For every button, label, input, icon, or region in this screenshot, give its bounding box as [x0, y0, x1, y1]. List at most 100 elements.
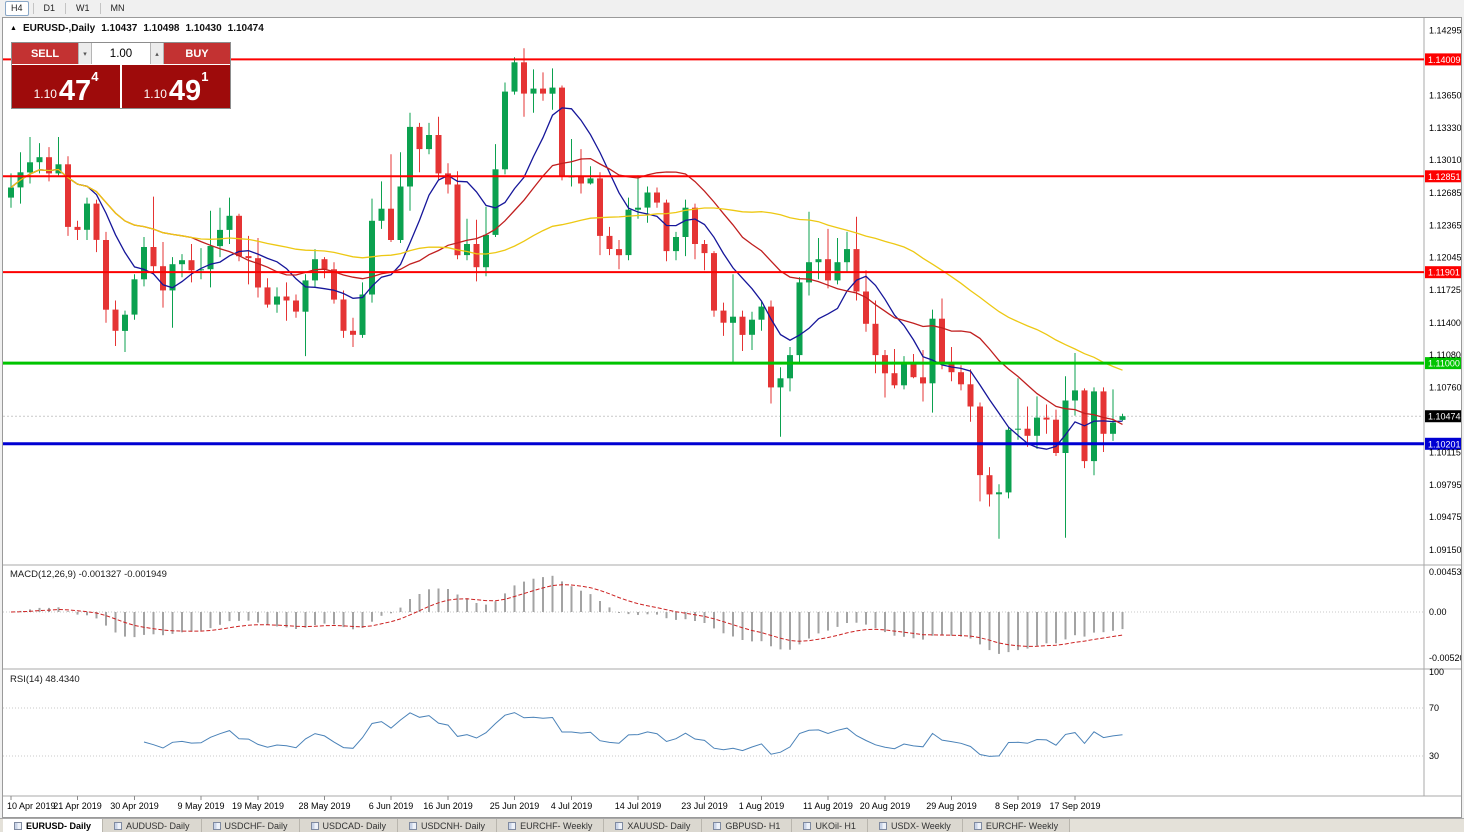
buy-price-digits: 49 — [168, 75, 202, 107]
price-axis-label: 1.13010 — [1429, 155, 1461, 165]
current-price-tag — [1425, 410, 1461, 423]
rsi-line — [143, 712, 1123, 757]
hline-price-tag — [1425, 170, 1461, 183]
date-axis-label: 19 May 2019 — [232, 801, 284, 811]
hline-price-label: 1.11901 — [1428, 268, 1460, 278]
timeframe-button-d1[interactable]: D1 — [43, 3, 56, 13]
date-axis-label: 28 May 2019 — [298, 801, 350, 811]
volume-decrease-button[interactable]: ▾ — [78, 43, 92, 64]
date-axis-label: 4 Jul 2019 — [551, 801, 593, 811]
timeframe-toolbar: H4 D1 W1 MN — [0, 0, 1464, 17]
chart-icon — [409, 821, 418, 830]
chart-tab-usdchf-daily[interactable]: USDCHF- Daily — [201, 819, 300, 832]
macd-axis-label: 0.00 — [1429, 607, 1447, 617]
price-axis-label: 1.10115 — [1429, 447, 1461, 457]
chart-tab-audusd-daily[interactable]: AUDUSD- Daily — [103, 819, 202, 832]
price-axis-label: 1.11080 — [1429, 350, 1461, 360]
sell-price-pipette: 4 — [91, 69, 99, 84]
date-axis-label: 11 Aug 2019 — [803, 801, 853, 811]
macd-indicator-label: MACD(12,26,9) -0.001327 -0.001949 — [10, 569, 167, 580]
price-axis-label: 1.14295 — [1429, 26, 1461, 36]
rsi-axis-label: 100 — [1429, 667, 1444, 677]
chart-icon — [508, 821, 517, 830]
chart-icon — [973, 821, 982, 830]
collapse-triangle-icon[interactable]: ▲ — [10, 25, 17, 32]
macd-values: -0.001327 -0.001949 — [78, 569, 167, 580]
moving-average-20 — [10, 157, 1123, 425]
rsi-axis-label: 30 — [1429, 751, 1439, 761]
hline-price-label: 1.11000 — [1428, 359, 1460, 369]
price-axis-label: 1.13650 — [1429, 91, 1461, 101]
date-axis-label: 14 Jul 2019 — [615, 801, 662, 811]
toolbar-separator — [65, 3, 67, 14]
toolbar-separator — [99, 3, 101, 14]
chevron-up-icon: ▴ — [155, 50, 159, 58]
hline-price-tag — [1425, 266, 1461, 279]
date-axis-label: 25 Jun 2019 — [490, 801, 540, 811]
moving-average-44 — [10, 168, 1123, 371]
date-axis-label: 1 Aug 2019 — [739, 801, 785, 811]
chart-tab-eurchf-weekly[interactable]: EURCHF- Weekly — [497, 819, 605, 832]
price-chart: 1.14009 1.12851 1.11901 1.11000 1.10201 1.142… — [3, 18, 1461, 811]
tab-label: EURCHF- Weekly — [985, 820, 1059, 831]
ohlc-high: 1.10498 — [143, 23, 180, 34]
tab-label: AUDUSD- Daily — [126, 820, 190, 831]
price-axis-label: 1.13330 — [1429, 123, 1461, 133]
macd-axis-label: -0.005205 — [1429, 653, 1461, 663]
macd-signal-line — [10, 584, 1123, 647]
tab-label: USDX- Weekly — [890, 820, 951, 831]
sell-button[interactable]: SELL — [12, 43, 78, 64]
date-axis-label: 23 Jul 2019 — [681, 801, 728, 811]
rsi-value: 48.4340 — [45, 674, 80, 685]
tab-label: EURUSD- Daily — [26, 820, 92, 831]
date-axis-label: 29 Aug 2019 — [926, 801, 977, 811]
buy-button[interactable]: BUY — [164, 43, 230, 64]
macd-axis-label: 0.004536 — [1429, 567, 1461, 577]
volume-input[interactable]: 1.00 — [92, 43, 150, 64]
buy-price-prefix: 1.10 — [143, 87, 167, 101]
chart-tab-xauusd-daily[interactable]: XAUUSD- Daily — [604, 819, 703, 832]
rsi-name: RSI(14) — [10, 674, 43, 685]
chevron-down-icon: ▾ — [83, 50, 87, 58]
date-axis-label: 6 Jun 2019 — [369, 801, 414, 811]
tab-label: EURCHF- Weekly — [520, 820, 593, 831]
ohlc-open: 1.10437 — [101, 23, 138, 34]
ohlc-close: 1.10474 — [227, 23, 264, 34]
price-axis-label: 1.10760 — [1429, 382, 1461, 392]
date-axis-label: 30 Apr 2019 — [110, 801, 159, 811]
chart-tab-usdx-weekly[interactable]: USDX- Weekly — [867, 819, 963, 832]
chart-icon — [878, 821, 887, 830]
buy-price-pipette: 1 — [201, 69, 209, 84]
buy-price-display[interactable]: 1.10 49 1 — [122, 65, 230, 108]
tab-label: USDCHF- Daily — [224, 820, 288, 831]
timeframe-button-w1[interactable]: W1 — [76, 3, 90, 13]
rsi-indicator-label: RSI(14) 48.4340 — [10, 674, 80, 685]
tab-label: USDCNH- Daily — [421, 820, 486, 831]
hline-price-label: 1.14009 — [1428, 55, 1461, 65]
price-axis-label: 1.12365 — [1429, 220, 1461, 230]
sell-price-display[interactable]: 1.10 47 4 — [12, 65, 120, 108]
timeframe-button-mn[interactable]: MN — [110, 3, 125, 13]
chart-tab-gbpusd-h1[interactable]: GBPUSD- H1 — [702, 819, 793, 832]
tab-label: USDCAD- Daily — [322, 820, 387, 831]
hline-price-tag — [1425, 437, 1461, 450]
hline-price-tag — [1425, 53, 1461, 66]
sell-price-prefix: 1.10 — [33, 87, 57, 101]
timeframe-button-h4[interactable]: H4 — [5, 1, 29, 16]
date-axis-label: 16 Jun 2019 — [423, 801, 473, 811]
moving-average-8 — [10, 107, 1123, 450]
chart-tab-eurusd-daily[interactable]: EURUSD- Daily — [3, 819, 104, 832]
chart-tab-ukoil-h1[interactable]: UKOil- H1 — [792, 819, 868, 832]
chart-tab-eurchf-weekly[interactable]: EURCHF- Weekly — [962, 819, 1071, 832]
candles — [8, 48, 1126, 539]
chart-tab-usdcad-daily[interactable]: USDCAD- Daily — [299, 819, 399, 832]
price-axis-label: 1.11400 — [1429, 318, 1461, 328]
rsi-axis-label: 70 — [1429, 703, 1439, 713]
chart-icon — [114, 821, 123, 830]
chart-tab-usdcnh-daily[interactable]: USDCNH- Daily — [398, 819, 498, 832]
hline-price-label: 1.10201 — [1428, 439, 1461, 449]
tab-label: XAUUSD- Daily — [627, 820, 691, 831]
volume-increase-button[interactable]: ▴ — [150, 43, 164, 64]
chart-icon — [212, 821, 221, 830]
chart-icon — [14, 821, 22, 830]
